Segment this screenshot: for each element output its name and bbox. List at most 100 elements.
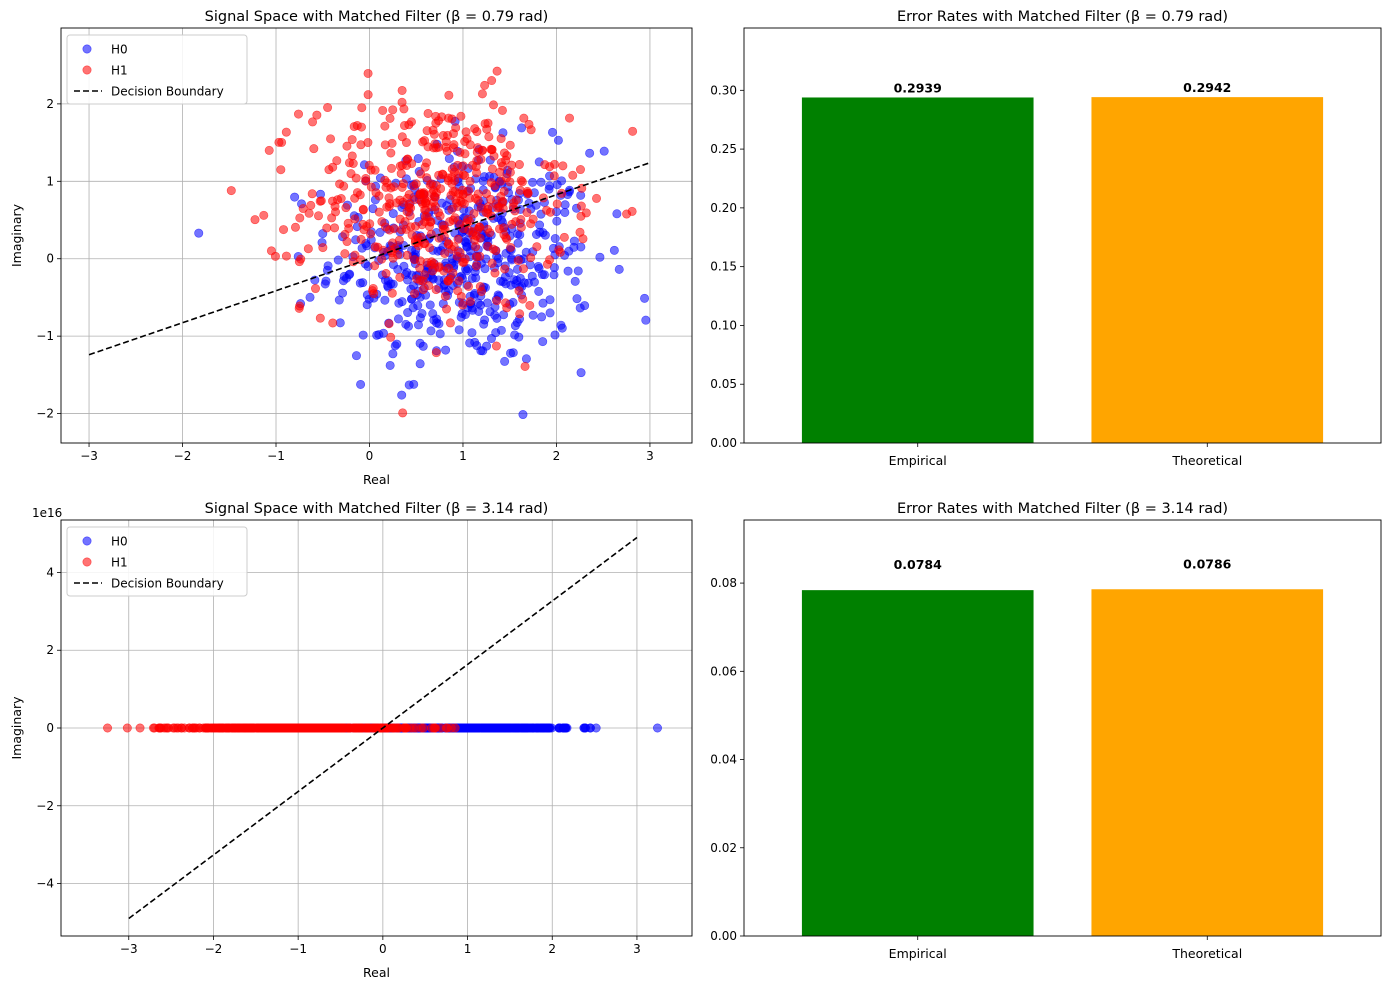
scatter-point-h1 <box>578 234 588 244</box>
scatter-point-h1 <box>363 90 373 100</box>
x-tick-label: 0 <box>366 449 374 463</box>
scatter-point-h1 <box>472 127 482 137</box>
scatter-point-h0 <box>358 278 368 288</box>
scatter-point-h0 <box>374 330 384 340</box>
bar-value-label: 0.0784 <box>894 557 943 572</box>
scatter-point-h1 <box>226 186 236 196</box>
scatter-point-h0 <box>461 723 471 733</box>
scatter-point-h0 <box>496 325 506 335</box>
scatter-point-h0 <box>550 234 560 244</box>
scatter-point-h1 <box>438 221 448 231</box>
scatter-point-h1 <box>407 230 417 240</box>
scatter-point-h0 <box>454 325 464 335</box>
scatter-point-h0 <box>535 220 545 230</box>
scatter-point-h1 <box>259 210 269 220</box>
scatter-point-h0 <box>580 301 590 311</box>
scatter-point-h1 <box>559 232 569 242</box>
scatter-point-h1 <box>363 68 373 78</box>
scatter-point-h0 <box>375 227 385 237</box>
scatter-point-h0 <box>552 216 562 226</box>
scatter-point-h0 <box>482 298 492 308</box>
scatter-point-h1 <box>447 114 457 124</box>
y-tick-label: 0.30 <box>710 83 737 97</box>
scatter-point-h0 <box>393 314 403 324</box>
scatter-point-h1 <box>473 224 483 234</box>
scatter-point-h1 <box>449 242 459 252</box>
scatter-point-h0 <box>534 286 544 296</box>
scatter-point-h1 <box>545 162 555 172</box>
chart-title: Error Rates with Matched Filter (β = 0.7… <box>897 9 1228 25</box>
scatter-point-h0 <box>397 390 407 400</box>
scatter-point-h0 <box>480 264 490 274</box>
scatter-point-h1 <box>406 203 416 213</box>
scatter-point-h0 <box>528 177 538 187</box>
scatter-point-h0 <box>538 337 548 347</box>
scatter-point-h1 <box>552 199 562 209</box>
y-tick-label: −2 <box>36 407 54 421</box>
x-tick-label: −2 <box>174 449 192 463</box>
scatter-point-h1 <box>347 135 357 145</box>
scatter-point-h1 <box>469 209 479 219</box>
scatter-point-h1 <box>415 263 425 273</box>
x-axis-label: Real <box>363 472 390 487</box>
scatter-point-h1 <box>482 124 492 134</box>
x-tick-label: 1 <box>464 942 472 956</box>
scatter-point-h1 <box>453 286 463 296</box>
scatter-point-h1 <box>428 266 438 276</box>
scatter-point-h1 <box>505 177 515 187</box>
scatter-point-h1 <box>361 176 371 186</box>
y-tick-label: 1 <box>46 174 54 188</box>
scatter-point-h0 <box>351 351 361 361</box>
scatter-points <box>194 66 651 420</box>
scatter-point-h1 <box>516 175 526 185</box>
y-tick-label: 0.05 <box>710 377 737 391</box>
scatter-point-h1 <box>622 209 632 219</box>
scatter-point-h0 <box>550 330 560 340</box>
scatter-point-h0 <box>390 341 400 351</box>
scatter-point-h0 <box>595 252 605 262</box>
scatter-point-h1 <box>384 319 394 329</box>
x-tick-label: Empirical <box>889 946 947 961</box>
scatter-point-h1 <box>264 145 274 155</box>
scatter-point-h1 <box>496 158 506 168</box>
scatter-point-h0 <box>380 295 390 305</box>
scatter-point-h0 <box>496 276 506 286</box>
scatter-point-h1 <box>445 274 455 284</box>
scatter-point-h0 <box>388 209 398 219</box>
scatter-point-h1 <box>400 121 410 131</box>
scatter-point-h1 <box>416 169 426 179</box>
scatter-point-h1 <box>293 109 303 119</box>
scatter-point-h1 <box>497 105 507 115</box>
legend-label: H0 <box>111 535 128 549</box>
scatter-point-h1 <box>545 255 555 265</box>
scatter-point-h0 <box>385 360 395 370</box>
scatter-point-h1 <box>431 181 441 191</box>
scatter-point-h1 <box>277 137 287 147</box>
scatter-point-h1 <box>373 242 383 252</box>
scatter-point-h1 <box>515 185 525 195</box>
scatter-point-h1 <box>385 113 395 123</box>
scatter-point-h1 <box>308 117 318 127</box>
scatter-point-h1 <box>581 208 591 218</box>
scatter-point-h1 <box>347 151 357 161</box>
scatter-point-h1 <box>349 723 359 733</box>
scatter-point-h1 <box>386 163 396 173</box>
chart-panel-2: Error Rates with Matched Filter (β = 0.7… <box>710 9 1382 468</box>
scatter-point-h0 <box>641 315 651 325</box>
scatter-point-h1 <box>357 103 367 113</box>
scatter-point-h1 <box>332 156 342 166</box>
chart-panel-3: Signal Space with Matched Filter (β = 3.… <box>9 501 693 980</box>
scatter-point-h1 <box>388 105 398 115</box>
scatter-point-h1 <box>399 723 409 733</box>
scatter-point-h0 <box>490 723 500 733</box>
scatter-point-h0 <box>444 154 454 164</box>
scatter-point-h1 <box>276 165 286 175</box>
scatter-point-h0 <box>435 329 445 339</box>
scatter-point-h0 <box>415 359 425 369</box>
y-tick-label: 0 <box>46 721 54 735</box>
scatter-point-h0 <box>513 238 523 248</box>
x-tick-label: Theoretical <box>1171 453 1242 468</box>
scatter-point-h1 <box>513 256 523 266</box>
y-tick-label: −4 <box>36 877 54 891</box>
scatter-point-h1 <box>507 219 517 229</box>
